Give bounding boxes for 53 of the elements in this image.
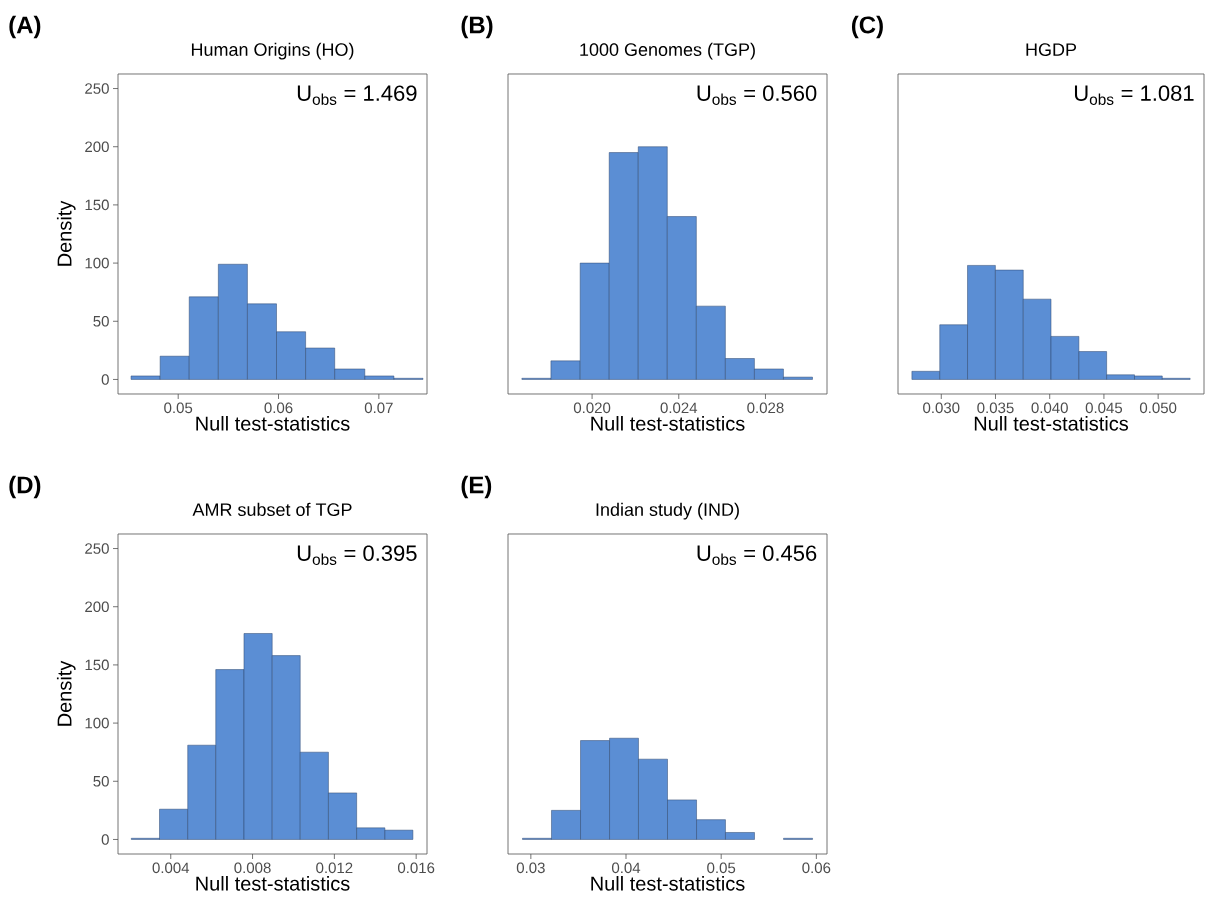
annotation: U$_{obs}$ = 1.469 <box>297 85 417 105</box>
x-tick-label: 0.035 <box>977 402 1014 414</box>
y-tick-label: 250 <box>85 543 109 554</box>
x-tick-label: 0.024 <box>660 402 698 414</box>
x-tick-label: 0.004 <box>152 862 190 874</box>
y-tick-label: 250 <box>85 83 109 94</box>
x-tick-label: 0.03 <box>516 862 545 874</box>
text: (C) <box>851 15 883 39</box>
x-tick-label: 0.050 <box>1139 402 1177 414</box>
text: (D) <box>9 475 41 499</box>
x-tick-label: 0.06 <box>802 862 831 874</box>
x-tick-label: 0.012 <box>316 862 353 874</box>
x-tick-label: 0.020 <box>573 402 611 414</box>
chart-title: 1000 Genomes (TGP) <box>580 42 755 60</box>
annotation: U$_{obs}$ = 0.456 <box>697 545 817 565</box>
x-tick-label: 0.040 <box>1031 402 1068 414</box>
y-tick-label: 200 <box>85 141 109 153</box>
x-tick-label: 0.016 <box>397 862 435 874</box>
x-axis-title: Null test-statistics <box>196 876 350 891</box>
chart-title: HGDP <box>1026 43 1077 56</box>
x-tick-label: 0.06 <box>264 402 293 414</box>
annotation: U$_{obs}$ = 0.395 <box>297 545 417 565</box>
y-tick-label: 200 <box>85 601 109 613</box>
y-axis-title: Density <box>56 200 76 266</box>
x-tick-label: 0.05 <box>164 402 193 414</box>
y-tick-label: 150 <box>85 659 109 671</box>
x-tick-label: 0.008 <box>234 862 271 874</box>
y-tick-label: 0 <box>101 374 109 385</box>
chart-title: Indian study (IND) <box>596 502 739 520</box>
text: (B) <box>461 15 493 39</box>
x-axis-title: Null test-statistics <box>974 416 1129 431</box>
chart-title: Human Origins (HO) <box>191 42 354 60</box>
y-tick-label: 50 <box>93 315 109 327</box>
x-tick-label: 0.07 <box>364 402 393 414</box>
text: (A) <box>9 15 41 39</box>
x-tick-label: 0.045 <box>1085 402 1123 414</box>
x-axis-title: Null test-statistics <box>591 876 745 891</box>
annotation: U$_{obs}$ = 0.560 <box>697 85 817 105</box>
x-tick-label: 0.028 <box>747 402 784 414</box>
y-axis-title: Density <box>56 660 76 726</box>
x-tick-label: 0.04 <box>612 862 641 874</box>
x-axis-title: Null test-statistics <box>196 416 350 431</box>
y-tick-label: 0 <box>101 834 109 845</box>
x-tick-label: 0.05 <box>707 862 736 874</box>
y-tick-label: 100 <box>85 717 109 729</box>
x-axis-title: Null test-statistics <box>591 416 745 431</box>
y-tick-label: 50 <box>93 775 109 787</box>
text: (E) <box>461 475 492 499</box>
annotation: U$_{obs}$ = 1.081 <box>1074 85 1194 105</box>
y-tick-label: 100 <box>85 257 109 269</box>
y-tick-label: 150 <box>85 199 109 211</box>
x-tick-label: 0.030 <box>923 402 960 414</box>
chart-title: AMR subset of TGP <box>192 502 352 516</box>
